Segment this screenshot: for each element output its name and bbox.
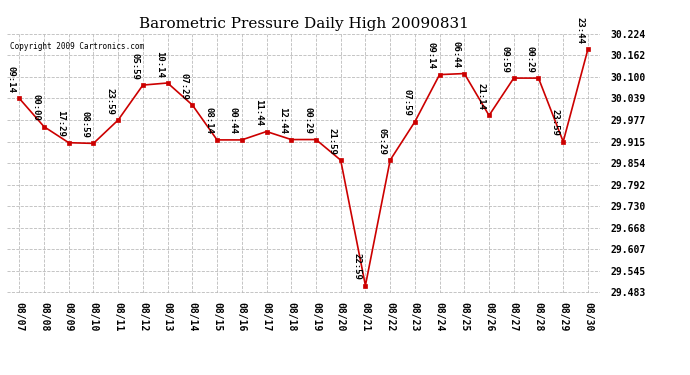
Text: 07:59: 07:59 xyxy=(402,89,411,116)
Text: 11:44: 11:44 xyxy=(254,99,263,126)
Text: 23:44: 23:44 xyxy=(575,16,584,44)
Text: 23:59: 23:59 xyxy=(106,88,115,114)
Text: 21:14: 21:14 xyxy=(476,83,485,110)
Text: 17:29: 17:29 xyxy=(56,110,65,137)
Text: 10:14: 10:14 xyxy=(155,51,164,77)
Text: 21:59: 21:59 xyxy=(328,128,337,154)
Text: 23:59: 23:59 xyxy=(551,109,560,136)
Title: Barometric Pressure Daily High 20090831: Barometric Pressure Daily High 20090831 xyxy=(139,17,469,31)
Text: 08:14: 08:14 xyxy=(204,108,213,134)
Text: 00:29: 00:29 xyxy=(303,107,312,134)
Text: 09:14: 09:14 xyxy=(426,42,436,69)
Text: 05:59: 05:59 xyxy=(130,53,139,80)
Text: 00:44: 00:44 xyxy=(229,108,238,134)
Text: 07:29: 07:29 xyxy=(179,72,188,99)
Text: 08:59: 08:59 xyxy=(81,111,90,138)
Text: 00:00: 00:00 xyxy=(31,94,40,121)
Text: 06:44: 06:44 xyxy=(451,41,460,68)
Text: Copyright 2009 Cartronics.com: Copyright 2009 Cartronics.com xyxy=(10,42,144,51)
Text: 09:14: 09:14 xyxy=(6,66,15,93)
Text: 09:59: 09:59 xyxy=(501,46,510,72)
Text: 00:29: 00:29 xyxy=(526,46,535,72)
Text: 05:29: 05:29 xyxy=(377,128,386,154)
Text: 12:44: 12:44 xyxy=(278,107,288,134)
Text: 22:59: 22:59 xyxy=(353,253,362,280)
